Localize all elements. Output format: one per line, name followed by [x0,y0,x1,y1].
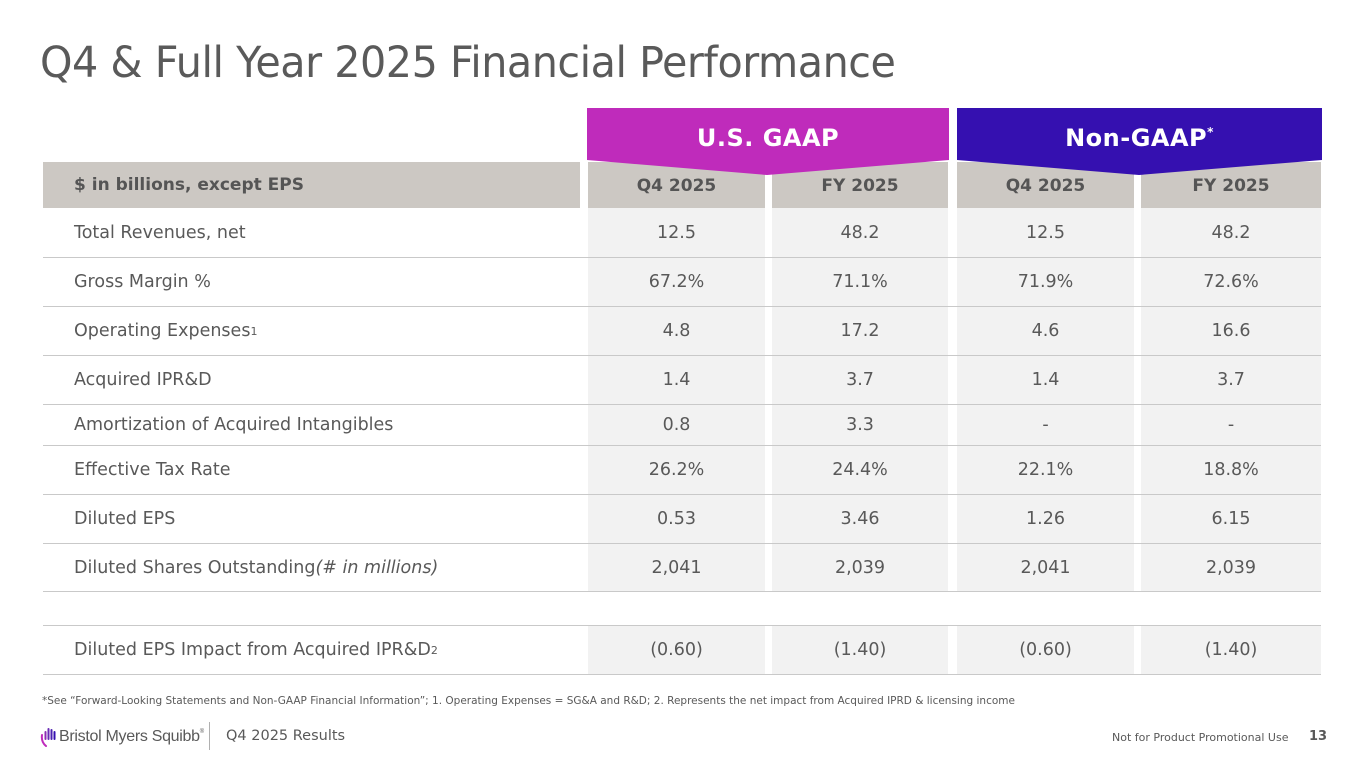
company-logo: Bristol Myers Squibb® [40,725,204,749]
footnote: *See “Forward-Looking Statements and Non… [42,695,1015,707]
column-header-nongaap-fy: FY 2025 [1141,162,1321,208]
column-header-nongaap-q4: Q4 2025 [957,162,1134,208]
deck-name: Q4 2025 Results [226,728,346,744]
row-separator [43,306,1321,307]
cell-gaap-q4: 1.4 [588,356,765,404]
cell-nongaap-q4: 2,041 [957,544,1134,591]
cell-nongaap-fy: 6.15 [1141,495,1321,543]
table-row: Total Revenues, net 12.5 48.2 12.5 48.2 [43,208,1321,258]
cell-gaap-q4: (0.60) [588,626,765,674]
page-number: 13 [1309,729,1328,744]
row-separator [43,591,1321,592]
cell-nongaap-fy: 3.7 [1141,356,1321,404]
row-label: Diluted EPS [74,509,176,529]
nongaap-banner: Non-GAAP* [957,108,1322,176]
cell-nongaap-fy: 48.2 [1141,208,1321,257]
row-separator [43,625,1321,626]
cell-gaap-fy: 2,039 [772,544,948,591]
cell-nongaap-fy: (1.40) [1141,626,1321,674]
table-row: Operating Expenses 1 4.8 17.2 4.6 16.6 [43,307,1321,356]
hand-icon [40,728,56,747]
cell-nongaap-q4: (0.60) [957,626,1134,674]
units-header: $ in billions, except EPS [43,162,580,208]
row-label: Operating Expenses 1 [74,321,258,341]
disclaimer: Not for Product Promotional Use [1112,731,1289,744]
cell-gaap-fy: 17.2 [772,307,948,355]
table-row: Diluted EPS 0.53 3.46 1.26 6.15 [43,495,1321,544]
row-separator [43,674,1321,675]
cell-nongaap-fy: - [1141,405,1321,445]
row-separator [43,494,1321,495]
nongaap-banner-label: Non-GAAP* [1065,124,1214,152]
cell-gaap-fy: 48.2 [772,208,948,257]
cell-nongaap-q4: 71.9% [957,258,1134,306]
row-label: Acquired IPR&D [74,370,212,390]
nongaap-banner-shape [957,108,1322,175]
table-row: Acquired IPR&D 1.4 3.7 1.4 3.7 [43,356,1321,405]
gaap-banner-label: U.S. GAAP [696,124,840,152]
table-row: Effective Tax Rate 26.2% 24.4% 22.1% 18.8% [43,446,1321,495]
cell-gaap-fy: 3.46 [772,495,948,543]
cell-gaap-q4: 26.2% [588,446,765,494]
cell-gaap-fy: 71.1% [772,258,948,306]
row-separator [43,404,1321,405]
cell-nongaap-fy: 2,039 [1141,544,1321,591]
cell-gaap-fy: 3.7 [772,356,948,404]
gaap-banner-shape [587,108,949,175]
row-label: Diluted EPS Impact from Acquired IPR&D 2 [74,640,438,660]
table-row: Gross Margin % 67.2% 71.1% 71.9% 72.6% [43,258,1321,307]
row-label: Diluted Shares Outstanding (# in million… [74,557,439,578]
cell-gaap-fy: 3.3 [772,405,948,445]
table-row: Diluted EPS Impact from Acquired IPR&D 2 (… [43,625,1321,675]
cell-nongaap-fy: 18.8% [1141,446,1321,494]
table-row: Diluted Shares Outstanding (# in million… [43,544,1321,592]
cell-gaap-q4: 2,041 [588,544,765,591]
cell-gaap-q4: 0.8 [588,405,765,445]
row-separator [43,257,1321,258]
row-label: Amortization of Acquired Intangibles [74,415,394,435]
cell-gaap-q4: 4.8 [588,307,765,355]
cell-gaap-q4: 0.53 [588,495,765,543]
logo-wordmark: Bristol Myers Squibb® [59,728,204,745]
row-label-note: (# in millions) [315,557,439,578]
row-separator [43,355,1321,356]
row-label: Total Revenues, net [74,222,246,243]
cell-nongaap-q4: 1.26 [957,495,1134,543]
slide-title: Q4 & Full Year 2025 Financial Performanc… [40,38,896,88]
cell-gaap-q4: 67.2% [588,258,765,306]
cell-nongaap-fy: 16.6 [1141,307,1321,355]
gaap-banner: U.S. GAAP [587,108,949,176]
row-label: Gross Margin % [74,272,211,292]
cell-nongaap-q4: 22.1% [957,446,1134,494]
footnote-marker: 1 [250,324,258,338]
cell-gaap-fy: (1.40) [772,626,948,674]
cell-gaap-q4: 12.5 [588,208,765,257]
cell-nongaap-q4: - [957,405,1134,445]
nongaap-asterisk: * [1207,125,1214,139]
cell-nongaap-q4: 1.4 [957,356,1134,404]
footnote-marker: 2 [430,643,438,657]
footer-divider [209,722,210,750]
cell-nongaap-fy: 72.6% [1141,258,1321,306]
row-separator [43,445,1321,446]
row-label: Effective Tax Rate [74,460,231,480]
row-separator [43,543,1321,544]
cell-gaap-fy: 24.4% [772,446,948,494]
cell-nongaap-q4: 4.6 [957,307,1134,355]
table-row: Amortization of Acquired Intangibles 0.8 3… [43,405,1321,446]
cell-nongaap-q4: 12.5 [957,208,1134,257]
